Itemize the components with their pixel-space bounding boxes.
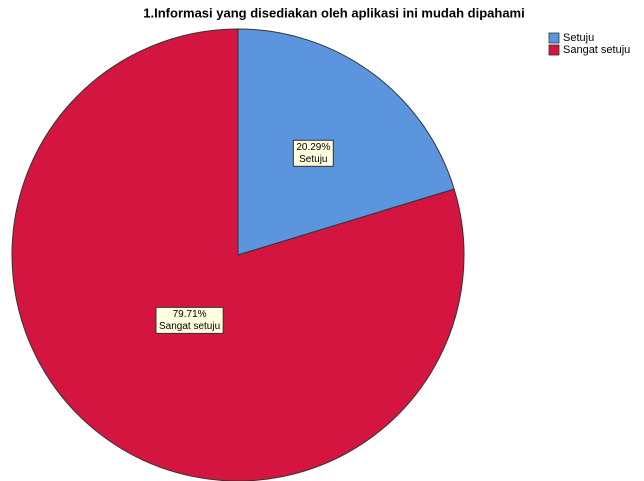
data-label-value: 79.71% — [173, 309, 207, 320]
data-label-box — [292, 139, 334, 167]
chart-title: 1.Informasi yang disediakan oleh aplikas… — [143, 5, 524, 20]
data-label-box — [155, 306, 224, 334]
legend-swatch — [548, 44, 560, 56]
legend-swatch — [548, 32, 560, 44]
data-label-category: Setuju — [299, 154, 327, 165]
data-label: 79.71%Sangat setuju — [155, 306, 224, 334]
pie-slice — [11, 28, 465, 481]
pie-slice — [237, 28, 455, 256]
data-label: 20.29%Setuju — [292, 139, 334, 167]
legend-label: Sangat setuju — [563, 44, 630, 56]
data-label-category: Sangat setuju — [159, 321, 220, 332]
data-label-value: 20.29% — [296, 142, 330, 153]
legend-label: Setuju — [563, 32, 594, 44]
